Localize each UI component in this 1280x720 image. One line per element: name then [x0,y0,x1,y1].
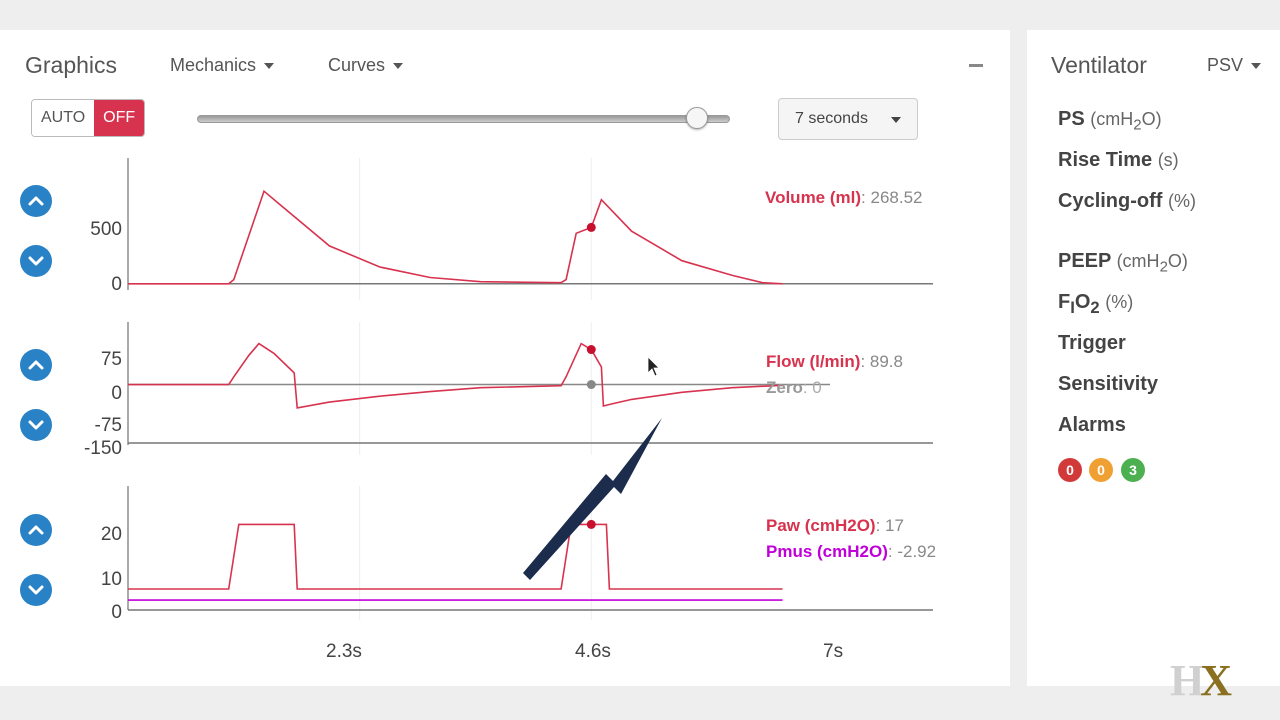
toggle-auto[interactable]: AUTO [32,100,95,136]
flow-readout: Flow (l/min): 89.8 [766,352,903,371]
volume-readout-label: Volume (ml) [765,188,862,207]
vent-alarms[interactable]: Alarms [1058,414,1126,436]
vent-sensitivity[interactable]: Sensitivity [1058,373,1159,395]
vent-peep-label: PEEP [1058,250,1111,272]
vent-trigger[interactable]: Trigger [1058,332,1126,354]
graphics-title: Graphics [25,52,118,78]
chevron-up-icon [28,360,44,370]
zero-readout-value: 0 [812,378,822,397]
chevron-down-icon [28,420,44,430]
x-tick-label: 7s [823,641,844,662]
vent-ps-label: PS [1058,108,1085,130]
chevron-down-icon [28,585,44,595]
flow-ytick: -75 [94,415,122,436]
mechanics-menu[interactable]: Mechanics [170,55,275,76]
vent-fio2[interactable]: FIO2 (%) [1058,291,1133,318]
mode-menu[interactable]: PSV [1207,55,1262,76]
pmus-readout-label: Pmus (cmH2O) [766,542,888,561]
ventilator-title: Ventilator [1051,52,1147,78]
flow-ytick: 0 [111,383,122,404]
chevron-up-icon [28,196,44,206]
mechanics-menu-label: Mechanics [170,55,257,75]
volume-ytick: 500 [90,219,122,240]
vent-rise-time[interactable]: Rise Time (s) [1058,149,1179,172]
chevron-down-icon [1251,63,1262,70]
chevron-down-icon [264,63,275,70]
hx-logo: HX [1170,656,1232,705]
time-window-value: 7 seconds [795,110,868,127]
flow-ytick: 75 [100,349,122,370]
vent-ps-unit: (cmH2O) [1090,109,1162,134]
flow-readout-label: Flow (l/min) [766,352,861,371]
flow-readout-value: 89.8 [869,352,903,371]
chevron-down-icon [891,117,901,123]
minimize-icon[interactable] [969,64,983,67]
vent-peep-unit: (cmH2O) [1116,251,1188,276]
paw-readout: Paw (cmH2O): 17 [766,516,904,535]
pressure-ytick: 10 [100,569,122,590]
vent-peep[interactable]: PEEP (cmH2O) [1058,250,1188,276]
curves-menu[interactable]: Curves [328,55,404,76]
alarm-badge-high[interactable]: 0 [1058,458,1082,482]
paw-readout-label: Paw (cmH2O) [766,516,876,535]
volume-scale-down-button[interactable] [20,245,52,277]
x-tick-label: 2.3s [326,641,362,662]
time-slider-handle[interactable] [686,107,708,129]
alarm-badge-medium[interactable]: 0 [1089,458,1113,482]
volume-readout-value: 268.52 [870,188,923,207]
pressure-scale-up-button[interactable] [20,514,52,546]
chevron-down-icon [28,256,44,266]
mode-menu-label: PSV [1207,55,1244,75]
chevron-down-icon [393,63,404,70]
vent-fio2-label: FIO2 [1058,291,1100,317]
time-window-select[interactable]: 7 seconds [778,98,918,140]
x-tick-label: 4.6s [575,641,611,662]
pmus-readout: Pmus (cmH2O): -2.92 [766,542,937,561]
zero-readout-label: Zero [766,378,803,397]
chevron-up-icon [28,525,44,535]
auto-off-toggle[interactable]: AUTO OFF [31,99,146,137]
pmus-readout-value: -2.92 [897,542,937,561]
pressure-scale-down-button[interactable] [20,574,52,606]
zero-readout: Zero: 0 [766,378,822,397]
volume-scale-up-button[interactable] [20,185,52,217]
pressure-ytick: 20 [100,524,122,545]
time-slider-track[interactable] [197,115,730,123]
volume-ytick: 0 [111,274,122,295]
flow-scale-down-button[interactable] [20,409,52,441]
vent-rise-time-label: Rise Time [1058,149,1153,171]
vent-cycling-off-label: Cycling-off [1058,190,1163,212]
vent-fio2-unit: (%) [1105,292,1134,312]
pressure-ytick: 0 [111,602,122,623]
vent-cycling-off-unit: (%) [1168,191,1196,211]
vent-rise-time-unit: (s) [1157,150,1179,170]
flow-scale-up-button[interactable] [20,349,52,381]
alarm-badge-low[interactable]: 3 [1121,458,1145,482]
vent-cycling-off[interactable]: Cycling-off (%) [1058,190,1196,213]
paw-readout-value: 17 [885,516,904,535]
flow-ytick: -150 [83,438,122,459]
vent-ps[interactable]: PS (cmH2O) [1058,108,1162,134]
toggle-off[interactable]: OFF [94,100,145,136]
curves-menu-label: Curves [328,55,386,75]
volume-readout: Volume (ml): 268.52 [765,188,923,207]
ventilator-panel [1027,30,1280,686]
